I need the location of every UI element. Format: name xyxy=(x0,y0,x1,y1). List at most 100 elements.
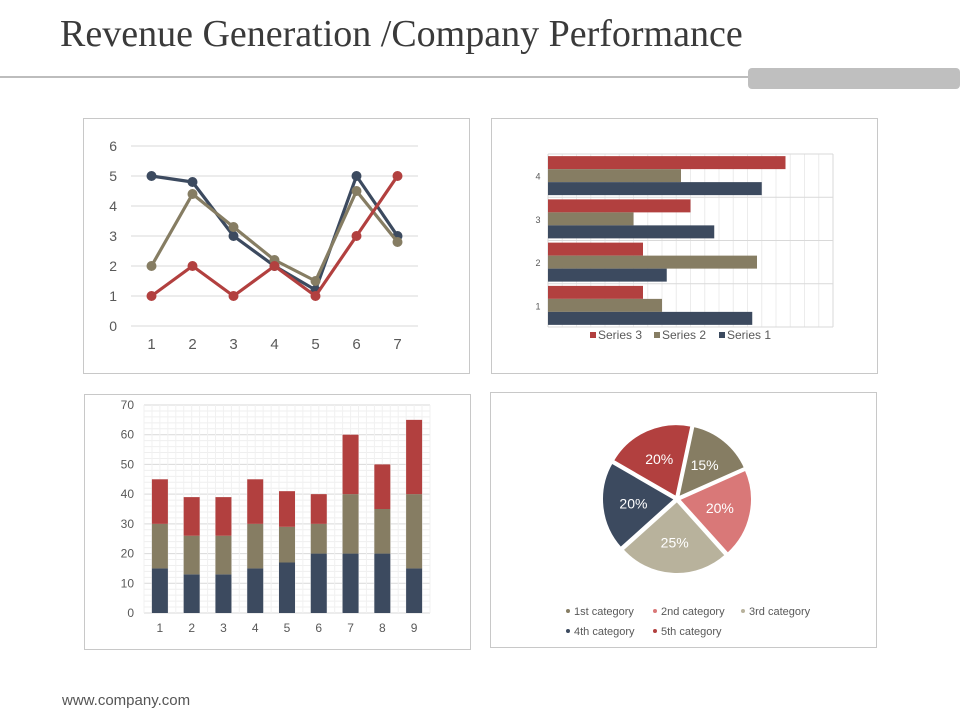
pie-slice-label: 20% xyxy=(645,451,673,467)
data-point-khaki xyxy=(310,276,321,286)
bar-segment-bottom xyxy=(406,568,423,613)
bar-series-1 xyxy=(548,182,762,196)
legend-label: Series 2 xyxy=(662,328,706,342)
x-tick-label: 1 xyxy=(157,621,164,635)
x-tick-label: 9 xyxy=(411,621,418,635)
x-tick-label: 5 xyxy=(311,336,319,353)
data-point-red xyxy=(228,291,239,301)
y-tick-label: 60 xyxy=(121,428,135,442)
y-tick-label: 70 xyxy=(121,398,135,412)
data-point-red xyxy=(187,261,198,271)
pie-slice-label: 20% xyxy=(619,496,647,512)
y-tick-label: 1 xyxy=(109,288,117,304)
pie-chart: 15% 20% 25% 20% 20% 1st category 2nd category 3… xyxy=(566,423,811,638)
bar-segment-top xyxy=(406,419,423,495)
x-tick-label: 8 xyxy=(379,621,386,635)
bar-series-2 xyxy=(548,169,681,183)
legend-label: 3rd category xyxy=(749,606,811,618)
y-tick-label: 1 xyxy=(535,301,540,311)
footer-url: www.company.com xyxy=(62,692,191,709)
stacked-bar-chart: 0 10 20 30 40 50 60 70 1 2 3 4 5 6 7 8 9 xyxy=(121,398,431,635)
bar-segment-middle xyxy=(342,494,359,554)
bar-series-1 xyxy=(548,225,715,239)
bar-segment-top xyxy=(247,479,264,524)
x-tick-label: 3 xyxy=(220,621,227,635)
x-tick-label: 1 xyxy=(147,336,155,353)
y-tick-label: 3 xyxy=(535,215,540,225)
data-point-red xyxy=(269,261,280,271)
bar-segment-top xyxy=(279,491,295,527)
x-tick-label: 6 xyxy=(352,336,360,353)
bar-series-3 xyxy=(548,285,643,299)
legend-swatch xyxy=(654,332,660,338)
x-tick-label: 2 xyxy=(188,621,195,635)
legend-swatch xyxy=(719,332,725,338)
x-tick-label: 6 xyxy=(315,621,322,635)
data-point-red xyxy=(392,171,403,181)
line-chart: 0 1 2 3 4 5 6 1 2 3 4 5 6 7 xyxy=(109,138,418,353)
y-tick-label: 0 xyxy=(109,318,117,334)
data-point-khaki xyxy=(228,222,239,232)
y-tick-label: 0 xyxy=(127,606,134,620)
bar-series-1 xyxy=(548,311,753,325)
bar-segment-middle xyxy=(279,526,295,563)
bar-segment-top xyxy=(310,494,327,524)
x-tick-label: 5 xyxy=(284,621,291,635)
legend-label: Series 1 xyxy=(727,328,771,342)
bar-segment-top xyxy=(151,479,168,524)
data-point-navy xyxy=(187,177,198,187)
page-title: Revenue Generation /Company Performance xyxy=(60,13,743,55)
legend-marker xyxy=(566,609,570,613)
bar-segment-top xyxy=(374,464,391,509)
y-tick-label: 20 xyxy=(121,547,135,561)
legend-label: 2nd category xyxy=(661,606,725,618)
bar-segment-middle xyxy=(151,523,168,569)
x-tick-label: 4 xyxy=(252,621,259,635)
horizontal-bar-chart-panel: 1 2 3 4 Series 3 Series 2 Series 1 xyxy=(491,118,878,374)
x-tick-label: 7 xyxy=(347,621,354,635)
bar-series-3 xyxy=(548,156,786,170)
legend-label: 4th category xyxy=(574,626,635,638)
bar-segment-bottom xyxy=(279,562,295,613)
horizontal-bar-chart: 1 2 3 4 Series 3 Series 2 Series 1 xyxy=(535,153,834,342)
y-tick-label: 40 xyxy=(121,487,135,501)
line-chart-panel: 0 1 2 3 4 5 6 1 2 3 4 5 6 7 xyxy=(83,118,470,374)
legend-label: 1st category xyxy=(574,606,634,618)
data-point-khaki xyxy=(351,186,362,196)
bar-series-1 xyxy=(548,268,667,282)
x-tick-label: 3 xyxy=(229,336,237,353)
data-point-khaki xyxy=(392,237,403,247)
x-tick-label: 2 xyxy=(188,336,196,353)
pie-slice xyxy=(621,499,728,575)
bar-segment-bottom xyxy=(151,568,168,613)
x-tick-label: 7 xyxy=(393,336,401,353)
pie-slice-label: 15% xyxy=(691,457,719,473)
x-tick-label: 4 xyxy=(270,336,278,353)
y-tick-label: 4 xyxy=(535,172,540,182)
stacked-bar-chart-panel: 0 10 20 30 40 50 60 70 1 2 3 4 5 6 7 8 9 xyxy=(84,394,471,650)
bar-segment-middle xyxy=(183,535,200,575)
data-point-navy xyxy=(228,231,239,241)
bar-segment-top xyxy=(183,497,200,536)
bar-series-3 xyxy=(548,242,643,256)
y-tick-label: 5 xyxy=(109,168,117,184)
legend-label: Series 3 xyxy=(598,328,642,342)
legend-marker xyxy=(741,609,745,613)
data-point-navy xyxy=(351,171,362,181)
bar-segment-bottom xyxy=(374,553,391,613)
data-point-red xyxy=(310,291,321,301)
pie-slice xyxy=(601,461,677,550)
y-tick-label: 2 xyxy=(535,258,540,268)
y-tick-label: 50 xyxy=(121,457,135,471)
y-tick-label: 6 xyxy=(109,138,117,154)
pie-slice xyxy=(611,423,693,499)
bar-segment-bottom xyxy=(247,568,264,613)
bar-series-3 xyxy=(548,199,691,213)
legend-marker xyxy=(653,609,657,613)
pie-slice xyxy=(676,424,747,500)
legend-marker xyxy=(653,629,657,633)
y-tick-label: 2 xyxy=(109,258,117,274)
y-tick-label: 30 xyxy=(121,517,135,531)
bar-series-2 xyxy=(548,255,757,269)
bar-segment-middle xyxy=(374,509,391,554)
